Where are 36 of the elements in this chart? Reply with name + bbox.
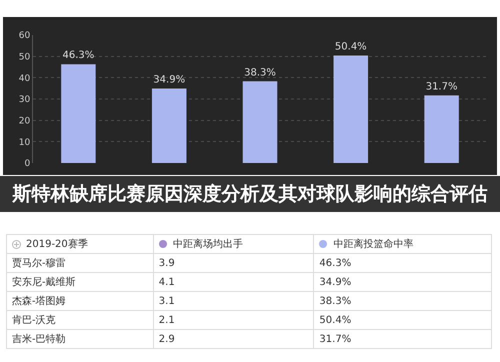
data-label: 2.1 — [153, 310, 314, 330]
text: 斯特林缺席比赛原因深度分析及其对球队影响的综合评估 — [0, 176, 500, 212]
data-label: 46.3% — [62, 50, 94, 62]
y-tick-label: 40 — [18, 74, 30, 84]
y-tick-label: 50 — [18, 52, 30, 62]
y-tick-label: 0 — [24, 159, 30, 170]
bar — [334, 55, 368, 163]
bar — [424, 95, 459, 163]
data-label: 50.4% — [314, 310, 492, 330]
data-label: 38.3% — [314, 292, 492, 310]
data-label: 31.7% — [426, 81, 458, 92]
data-label: 38.3% — [244, 67, 276, 78]
bar — [61, 64, 96, 163]
category-label: 肯巴-沃克 — [6, 310, 154, 330]
data-label: 2.9 — [153, 330, 314, 348]
y-tick-label: 30 — [18, 95, 30, 106]
legend-label: 中距离投篮命中率 — [333, 239, 414, 250]
legend-title: 2019-20赛季 — [26, 239, 88, 250]
data-label: 31.7% — [314, 330, 492, 348]
category-label: 安东尼-戴维斯 — [6, 272, 154, 292]
category-label: 贾马尔-穆雷 — [6, 254, 154, 272]
data-label: 34.9% — [314, 272, 492, 292]
category-label: 吉米-巴特勒 — [6, 330, 154, 348]
data-label: 34.9% — [153, 74, 186, 86]
y-tick-label: 20 — [18, 116, 30, 126]
legend-label: 中距离场均出手 — [172, 239, 243, 250]
data-label: 50.4% — [334, 41, 367, 52]
data-label: 46.3% — [314, 254, 492, 272]
category-label: 杰森-塔图姆 — [6, 292, 154, 310]
data-label: 4.1 — [153, 272, 314, 292]
bar — [152, 88, 186, 163]
bar — [242, 81, 278, 163]
data-label: 3.1 — [153, 292, 314, 310]
data-label: 3.9 — [153, 254, 314, 272]
y-tick-label: 10 — [18, 138, 30, 148]
y-tick-label: 60 — [18, 31, 30, 42]
